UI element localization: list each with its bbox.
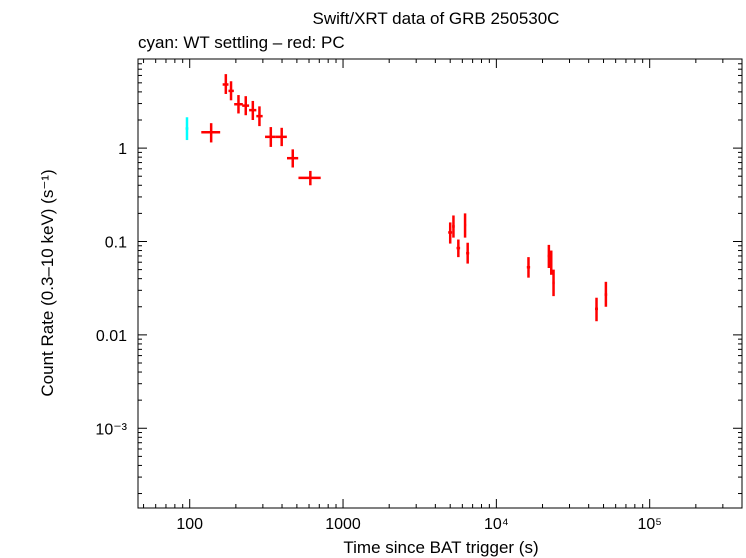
pc-data-point <box>549 250 553 275</box>
pc-data-point <box>547 244 551 269</box>
pc-data-point <box>256 106 263 127</box>
pc-data-point <box>466 242 470 264</box>
pc-data-point <box>265 127 276 147</box>
pc-data-point <box>234 95 243 114</box>
chart-subtitle: cyan: WT settling – red: PC <box>138 33 345 52</box>
y-tick-label: 0.1 <box>105 234 127 251</box>
pc-data-point <box>201 123 221 143</box>
x-axis-label: Time since BAT trigger (s) <box>343 538 538 557</box>
x-tick-labels: 100 1000 10⁴ 10⁵ <box>176 516 662 533</box>
data-points <box>185 74 608 322</box>
pc-data-point <box>249 100 257 120</box>
y-tick-labels: 1 0.1 0.01 10⁻³ <box>95 141 127 438</box>
pc-data-point <box>456 239 461 258</box>
plot-frame <box>137 58 743 509</box>
pc-data-point <box>452 215 455 238</box>
y-tick-label: 1 <box>118 141 127 158</box>
pc-data-point <box>298 170 321 186</box>
pc-data-point <box>448 222 453 244</box>
y-tick-label: 10⁻³ <box>95 421 127 438</box>
pc-data-point <box>604 281 608 307</box>
pc-data-point <box>286 149 299 168</box>
x-tick-label: 10⁵ <box>637 516 661 533</box>
pc-data-point <box>242 96 250 116</box>
pc-data-point <box>275 127 287 147</box>
pc-data-point <box>552 269 555 297</box>
wt-data-point <box>185 117 189 141</box>
x-tick-label: 1000 <box>325 516 361 533</box>
x-tick-label: 10⁴ <box>484 516 509 533</box>
chart-title: Swift/XRT data of GRB 250530C <box>313 9 560 28</box>
pc-data-point <box>595 297 598 322</box>
pc-data-point <box>526 257 531 278</box>
y-tick-label: 0.01 <box>96 328 127 345</box>
x-tick-label: 100 <box>176 516 203 533</box>
pc-data-point <box>222 74 229 94</box>
pc-data-point <box>228 81 234 101</box>
axis-ticks <box>138 58 743 508</box>
y-axis-label: Count Rate (0.3–10 keV) (s⁻¹) <box>38 169 57 396</box>
pc-data-point <box>463 213 467 238</box>
